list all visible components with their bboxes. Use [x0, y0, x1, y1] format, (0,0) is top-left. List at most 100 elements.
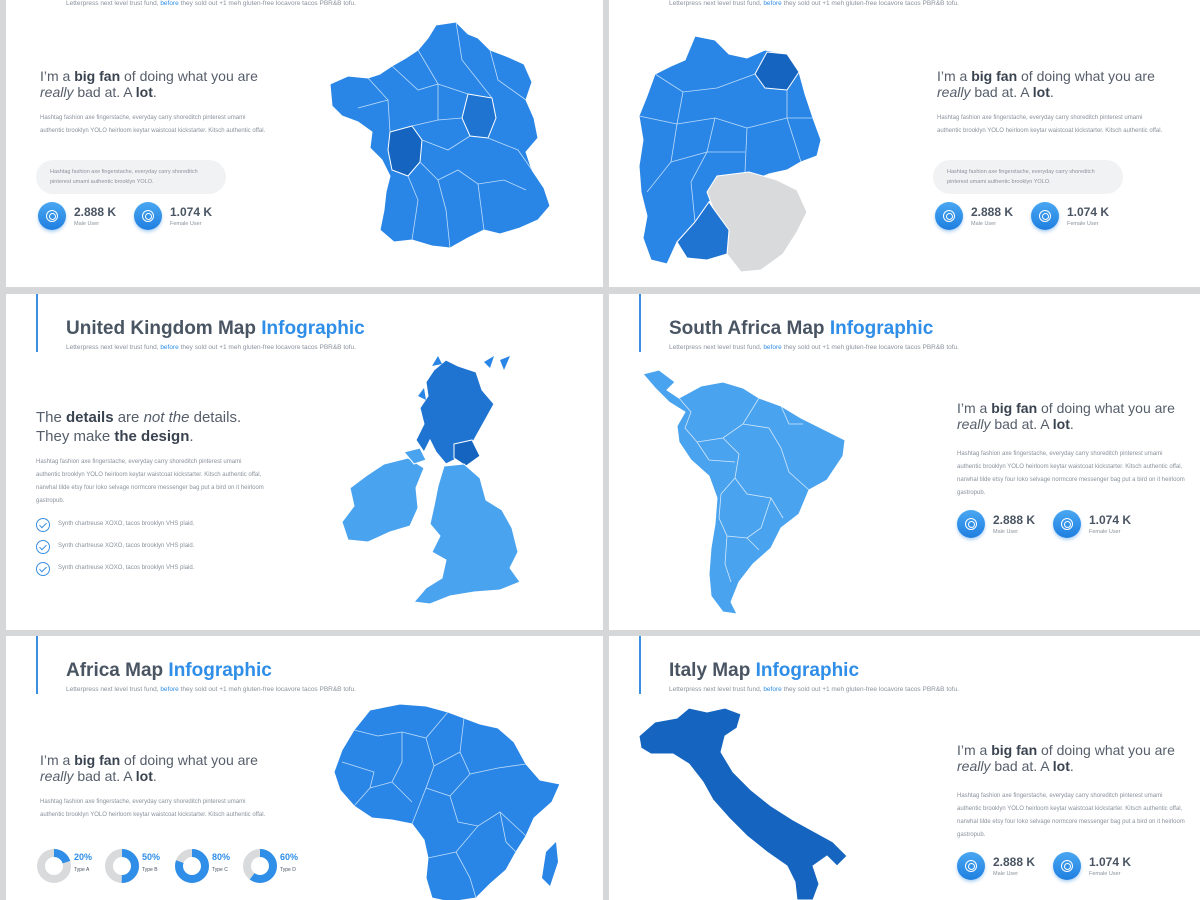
- donut-chart: 80% Type C: [174, 848, 244, 888]
- user-icon: [957, 510, 985, 538]
- slide-title: Italy Map Infographic: [669, 660, 860, 681]
- accent-bar: [639, 294, 641, 352]
- check-text: Synth chartreuse XOXO, tacos brooklyn VH…: [58, 543, 195, 549]
- stat-female: 1.074 K Female User: [1053, 510, 1143, 540]
- south-america-map: [642, 369, 846, 615]
- france-map: [329, 21, 551, 249]
- body-text: Hashtag fashion axe fingerstache, everyd…: [36, 459, 264, 504]
- germany-map: [638, 35, 822, 272]
- slide-title: Africa Map Infographic: [66, 660, 272, 681]
- user-icon: [935, 202, 963, 230]
- donut-ring: [175, 849, 209, 883]
- user-icon: [1053, 510, 1081, 538]
- accent-bar: [36, 636, 38, 694]
- check-icon: [36, 540, 50, 554]
- slide-subtitle: Letterpress next level trust fund, befor…: [66, 686, 356, 693]
- check-text: Synth chartreuse XOXO, tacos brooklyn VH…: [58, 565, 195, 571]
- subtitle-link[interactable]: before: [160, 686, 179, 693]
- slide-headline: I’m a big fan of doing what you are real…: [957, 400, 1175, 432]
- subtitle-text: they sold out +1 meh gluten-free locavor…: [178, 0, 356, 7]
- subtitle-text: they sold out +1 meh gluten-free locavor…: [781, 344, 959, 351]
- stat-label: Male User: [993, 871, 1019, 877]
- subtitle-text: Letterpress next level trust fund,: [669, 0, 764, 7]
- check-item: Synth chartreuse XOXO, tacos brooklyn VH…: [36, 562, 236, 578]
- subtitle-text: they sold out +1 meh gluten-free locavor…: [178, 686, 356, 693]
- donut-fill: [243, 849, 277, 883]
- user-icon: [38, 202, 66, 230]
- accent-bar: [36, 294, 38, 352]
- slide-subtitle: Letterpress next level trust fund, befor…: [66, 0, 356, 7]
- stat-label: Female User: [170, 221, 202, 227]
- donut-chart: 50% Type B: [104, 848, 174, 888]
- stat-label: Male User: [971, 221, 997, 227]
- donut-value: 50%: [142, 852, 161, 862]
- donut-value: 60%: [280, 852, 299, 862]
- stat-female: 1.074 K Female User: [134, 202, 224, 232]
- donut-chart: 20% Type A: [36, 848, 106, 888]
- subtitle-link[interactable]: before: [763, 344, 782, 351]
- donut-label: Type A: [74, 867, 90, 873]
- donut-label: Type D: [280, 867, 296, 873]
- body-text: Hashtag fashion axe fingerstache, everyd…: [957, 451, 1185, 496]
- slide-germany[interactable]: Letterpress next level trust fund, befor…: [609, 0, 1200, 287]
- subtitle-link[interactable]: before: [160, 0, 179, 7]
- user-icon: [134, 202, 162, 230]
- user-icon: [1031, 202, 1059, 230]
- subtitle-link[interactable]: before: [160, 344, 179, 351]
- donut-fill: [175, 849, 209, 883]
- subtitle-text: they sold out +1 meh gluten-free locavor…: [781, 0, 959, 7]
- stat-value: 2.888 K: [993, 513, 1036, 527]
- stat-value: 1.074 K: [1089, 513, 1132, 527]
- user-icon: [1053, 852, 1081, 880]
- stat-value: 1.074 K: [170, 205, 213, 219]
- check-item: Synth chartreuse XOXO, tacos brooklyn VH…: [36, 540, 236, 556]
- body-text: Hashtag fashion axe fingerstache, everyd…: [937, 115, 1163, 134]
- slide-title: South Africa Map Infographic: [669, 318, 934, 339]
- stat-value: 2.888 K: [993, 855, 1036, 869]
- donut-chart: 60% Type D: [242, 848, 312, 888]
- stat-male: 2.888 K Male User: [935, 202, 1025, 232]
- slide-italy[interactable]: Italy Map Infographic Letterpress next l…: [609, 636, 1200, 900]
- donut-ring: [243, 849, 277, 883]
- stat-value: 1.074 K: [1067, 205, 1110, 219]
- slide-subtitle: Letterpress next level trust fund, befor…: [669, 344, 959, 351]
- subtitle-text: Letterpress next level trust fund,: [669, 686, 764, 693]
- subtitle-text: Letterpress next level trust fund,: [669, 344, 764, 351]
- stat-value: 2.888 K: [971, 205, 1014, 219]
- uk-map: [341, 356, 521, 605]
- slide-subtitle: Letterpress next level trust fund, befor…: [669, 686, 959, 693]
- donut-fill: [37, 849, 71, 883]
- stat-value: 1.074 K: [1089, 855, 1132, 869]
- slide-united-kingdom[interactable]: United Kingdom Map Infographic Letterpre…: [6, 294, 603, 630]
- slide-subtitle: Letterpress next level trust fund, befor…: [669, 0, 959, 7]
- donut-value: 20%: [74, 852, 93, 862]
- quote-box: Hashtag fashion axe fingerstache, everyd…: [36, 160, 226, 194]
- subtitle-text: they sold out +1 meh gluten-free locavor…: [178, 344, 356, 351]
- donut-ring: [105, 849, 139, 883]
- subtitle-text: they sold out +1 meh gluten-free locavor…: [781, 686, 959, 693]
- slide-france[interactable]: Letterpress next level trust fund, befor…: [6, 0, 603, 287]
- subtitle-link[interactable]: before: [763, 686, 782, 693]
- check-text: Synth chartreuse XOXO, tacos brooklyn VH…: [58, 521, 195, 527]
- donut-fill: [105, 849, 139, 883]
- slide-headline: I’m a big fan of doing what you are real…: [40, 68, 258, 100]
- stat-label: Female User: [1089, 529, 1121, 535]
- body-text: Hashtag fashion axe fingerstache, everyd…: [40, 115, 266, 134]
- check-icon: [36, 562, 50, 576]
- donut-value: 80%: [212, 852, 231, 862]
- slide-headline: I’m a big fan of doing what you are real…: [957, 742, 1175, 774]
- africa-map: [333, 703, 561, 900]
- slide-africa[interactable]: Africa Map Infographic Letterpress next …: [6, 636, 603, 900]
- slide-subtitle: Letterpress next level trust fund, befor…: [66, 344, 356, 351]
- subtitle-text: Letterpress next level trust fund,: [66, 344, 161, 351]
- stat-label: Female User: [1067, 221, 1099, 227]
- donut-ring: [37, 849, 71, 883]
- slide-headline: I’m a big fan of doing what you are real…: [40, 752, 258, 784]
- subtitle-link[interactable]: before: [763, 0, 782, 7]
- accent-bar: [639, 636, 641, 694]
- stat-label: Male User: [74, 221, 100, 227]
- stat-female: 1.074 K Female User: [1053, 852, 1143, 882]
- user-icon: [957, 852, 985, 880]
- slide-south-africa[interactable]: South Africa Map Infographic Letterpress…: [609, 294, 1200, 630]
